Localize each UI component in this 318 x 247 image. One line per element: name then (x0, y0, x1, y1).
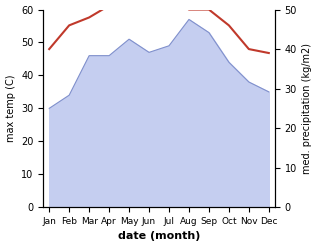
Y-axis label: max temp (C): max temp (C) (5, 75, 16, 142)
X-axis label: date (month): date (month) (118, 231, 200, 242)
Y-axis label: med. precipitation (kg/m2): med. precipitation (kg/m2) (302, 43, 313, 174)
